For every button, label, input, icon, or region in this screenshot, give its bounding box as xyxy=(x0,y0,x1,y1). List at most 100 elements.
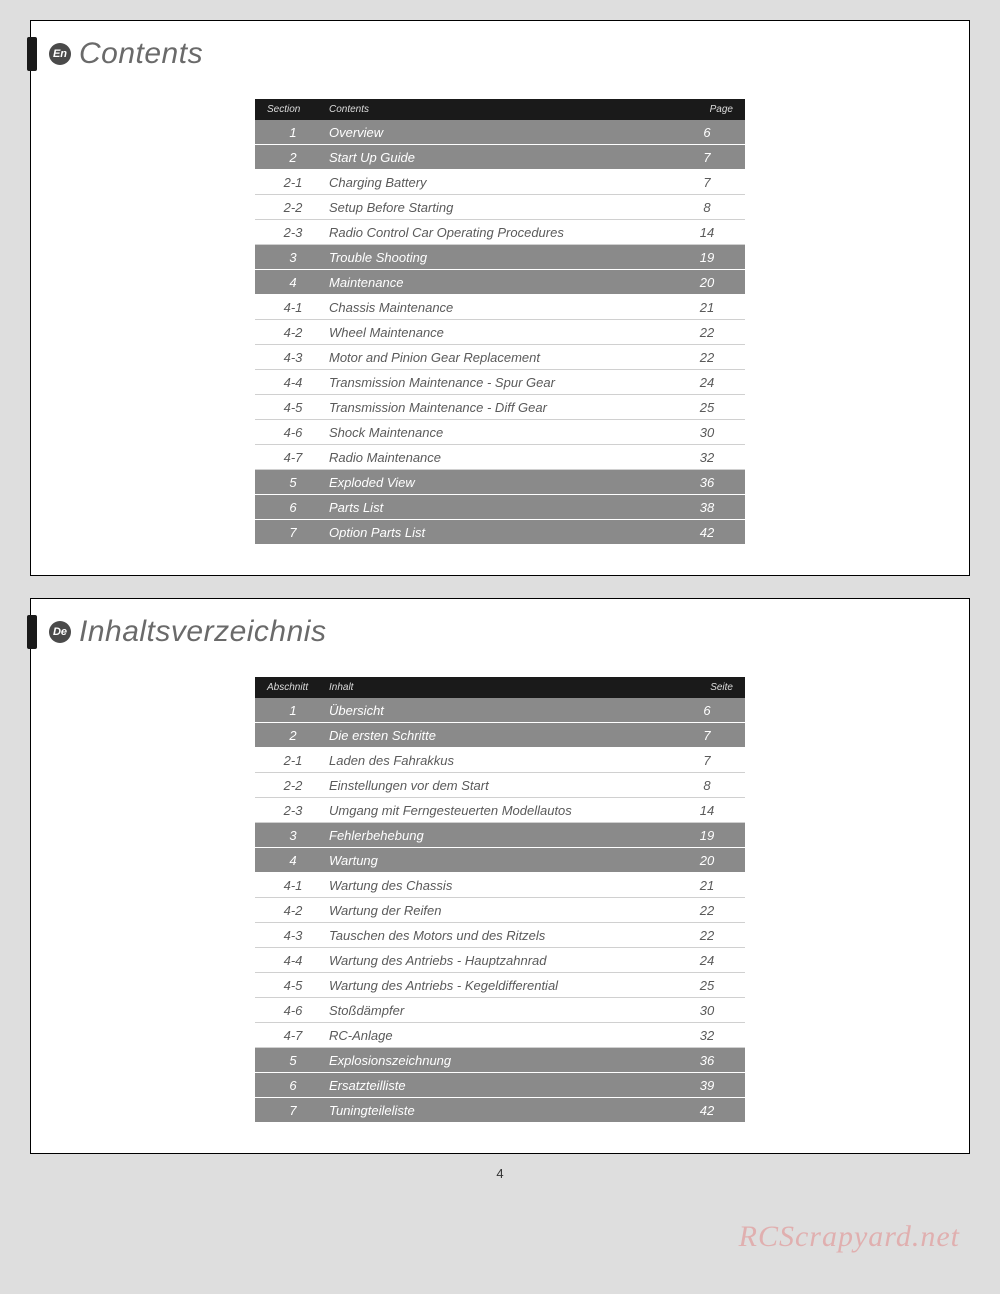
toc-section: 4-2 xyxy=(263,325,323,340)
toc-section: 4-3 xyxy=(263,928,323,943)
toc-page: 14 xyxy=(677,225,737,240)
toc-row: 4-4Transmission Maintenance - Spur Gear2… xyxy=(255,370,745,395)
toc-row: 5Exploded View36 xyxy=(255,470,745,495)
toc-content: Wartung des Antriebs - Kegeldifferential xyxy=(323,978,677,993)
toc-section: 4 xyxy=(263,275,323,290)
toc-section: 2-3 xyxy=(263,225,323,240)
toc-content: Wartung xyxy=(323,853,677,868)
toc-row: 7Tuningteileliste42 xyxy=(255,1098,745,1123)
toc-page: 22 xyxy=(677,350,737,365)
toc-section: 4-4 xyxy=(263,953,323,968)
toc-content: Explosionszeichnung xyxy=(323,1053,677,1068)
toc-page: 22 xyxy=(677,903,737,918)
toc-content: Option Parts List xyxy=(323,525,677,540)
toc-page: 24 xyxy=(677,953,737,968)
toc-content: Motor and Pinion Gear Replacement xyxy=(323,350,677,365)
toc-section: 6 xyxy=(263,1078,323,1093)
toc-section: 4-1 xyxy=(263,300,323,315)
toc-section: 3 xyxy=(263,250,323,265)
toc-content: Setup Before Starting xyxy=(323,200,677,215)
panel-title: Inhaltsverzeichnis xyxy=(79,615,326,649)
toc-row: 4-4Wartung des Antriebs - Hauptzahnrad24 xyxy=(255,948,745,973)
toc-row: 5Explosionszeichnung36 xyxy=(255,1048,745,1073)
toc-row: 4-6Stoßdämpfer30 xyxy=(255,998,745,1023)
toc-content: Wartung des Chassis xyxy=(323,878,677,893)
toc-section: 1 xyxy=(263,125,323,140)
toc-section: 4-7 xyxy=(263,1028,323,1043)
toc-section: 4-2 xyxy=(263,903,323,918)
toc-page: 7 xyxy=(677,753,737,768)
toc-section: 4-6 xyxy=(263,1003,323,1018)
toc-content: Start Up Guide xyxy=(323,150,677,165)
toc-page: 32 xyxy=(677,450,737,465)
toc-content: Trouble Shooting xyxy=(323,250,677,265)
toc-section: 2 xyxy=(263,728,323,743)
toc-row: 2-3Umgang mit Ferngesteuerten Modellauto… xyxy=(255,798,745,823)
toc-row: 3Trouble Shooting19 xyxy=(255,245,745,270)
toc-table: SectionContentsPage1Overview62Start Up G… xyxy=(255,99,745,545)
toc-row: 7Option Parts List42 xyxy=(255,520,745,545)
toc-content: Übersicht xyxy=(323,703,677,718)
toc-page: 7 xyxy=(677,150,737,165)
toc-panel: DeInhaltsverzeichnisAbschnittInhaltSeite… xyxy=(30,598,970,1154)
toc-content: Exploded View xyxy=(323,475,677,490)
toc-section: 6 xyxy=(263,500,323,515)
toc-page: 7 xyxy=(677,728,737,743)
toc-page: 36 xyxy=(677,1053,737,1068)
tab-notch xyxy=(27,615,37,649)
toc-row: 4Maintenance20 xyxy=(255,270,745,295)
toc-content: Wartung des Antriebs - Hauptzahnrad xyxy=(323,953,677,968)
toc-row: 4-5Transmission Maintenance - Diff Gear2… xyxy=(255,395,745,420)
toc-table: AbschnittInhaltSeite1Übersicht62Die erst… xyxy=(255,677,745,1123)
toc-content: Einstellungen vor dem Start xyxy=(323,778,677,793)
toc-row: 2-2Setup Before Starting8 xyxy=(255,195,745,220)
toc-page: 25 xyxy=(677,400,737,415)
toc-section: 5 xyxy=(263,475,323,490)
toc-row: 4-7RC-Anlage32 xyxy=(255,1023,745,1048)
toc-page: 6 xyxy=(677,125,737,140)
toc-page: 42 xyxy=(677,1103,737,1118)
toc-section: 3 xyxy=(263,828,323,843)
toc-section: 7 xyxy=(263,1103,323,1118)
toc-page: 6 xyxy=(677,703,737,718)
toc-section: 7 xyxy=(263,525,323,540)
toc-content: Ersatzteilliste xyxy=(323,1078,677,1093)
toc-content: Laden des Fahrakkus xyxy=(323,753,677,768)
toc-section: 2-3 xyxy=(263,803,323,818)
toc-content: Wheel Maintenance xyxy=(323,325,677,340)
toc-row: 2Start Up Guide7 xyxy=(255,145,745,170)
toc-header-page: Page xyxy=(677,104,737,115)
toc-page: 21 xyxy=(677,878,737,893)
toc-content: Transmission Maintenance - Spur Gear xyxy=(323,375,677,390)
toc-content: Stoßdämpfer xyxy=(323,1003,677,1018)
toc-header-section: Section xyxy=(263,104,323,115)
toc-content: RC-Anlage xyxy=(323,1028,677,1043)
toc-row: 4-1Wartung des Chassis21 xyxy=(255,873,745,898)
toc-section: 4-1 xyxy=(263,878,323,893)
toc-row: 2-1Charging Battery7 xyxy=(255,170,745,195)
toc-section: 5 xyxy=(263,1053,323,1068)
toc-header-content: Contents xyxy=(323,104,677,115)
toc-page: 25 xyxy=(677,978,737,993)
toc-page: 39 xyxy=(677,1078,737,1093)
toc-row: 2-3Radio Control Car Operating Procedure… xyxy=(255,220,745,245)
toc-section: 4-3 xyxy=(263,350,323,365)
toc-content: Maintenance xyxy=(323,275,677,290)
toc-page: 22 xyxy=(677,928,737,943)
toc-content: Radio Maintenance xyxy=(323,450,677,465)
toc-row: 4-6Shock Maintenance30 xyxy=(255,420,745,445)
toc-header-row: SectionContentsPage xyxy=(255,99,745,120)
toc-row: 4-3Tauschen des Motors und des Ritzels22 xyxy=(255,923,745,948)
toc-page: 20 xyxy=(677,853,737,868)
toc-content: Shock Maintenance xyxy=(323,425,677,440)
toc-section: 2-2 xyxy=(263,778,323,793)
toc-row: 4-1Chassis Maintenance21 xyxy=(255,295,745,320)
watermark: RCScrapyard.net xyxy=(739,1220,960,1254)
toc-row: 4-2Wartung der Reifen22 xyxy=(255,898,745,923)
toc-page: 30 xyxy=(677,1003,737,1018)
toc-section: 4-5 xyxy=(263,978,323,993)
toc-section: 4-4 xyxy=(263,375,323,390)
toc-content: Wartung der Reifen xyxy=(323,903,677,918)
toc-section: 2-2 xyxy=(263,200,323,215)
toc-row: 4-7Radio Maintenance32 xyxy=(255,445,745,470)
